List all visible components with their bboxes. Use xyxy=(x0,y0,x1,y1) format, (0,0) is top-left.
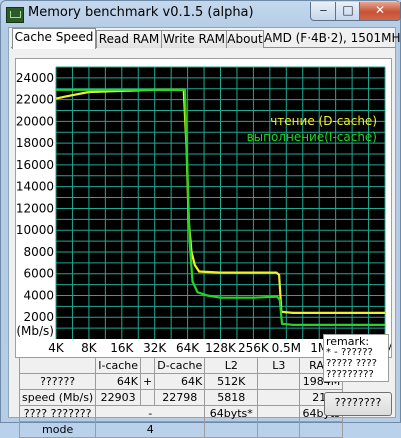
tab-about[interactable]: About xyxy=(226,30,264,48)
remark-line: ????? ???? xyxy=(326,358,377,369)
line-cache: - xyxy=(95,405,206,422)
speed-l3 xyxy=(257,389,301,406)
table-row: mode 4 xyxy=(18,421,344,438)
tab-read-ram[interactable]: Read RAM xyxy=(96,30,162,48)
client-area: Cache Speed Read RAM Write RAM About AMD… xyxy=(8,27,401,438)
tab-cache-speed[interactable]: Cache Speed xyxy=(12,28,96,49)
y-tick-label: 20000 xyxy=(16,114,54,128)
line-l2: 64byts* xyxy=(204,405,259,422)
speed-gap xyxy=(140,389,156,406)
x-tick-label: 8K xyxy=(81,341,98,355)
x-tick-label: 4K xyxy=(48,341,65,355)
table-row: ???? ??????? - 64byts* 64byts xyxy=(18,405,344,422)
x-tick-label: 128K xyxy=(205,341,237,355)
y-axis-label: (Mb/s) xyxy=(16,324,54,338)
tab-strip: Cache Speed Read RAM Write RAM About AMD… xyxy=(11,28,401,49)
y-tick-label: 14000 xyxy=(16,180,54,194)
row-label-mode: mode xyxy=(18,421,97,438)
mode-empty xyxy=(204,421,259,438)
header-l2: L2 xyxy=(204,357,259,374)
window-title: Memory benchmark v0.1.5 (alpha) xyxy=(28,5,254,20)
table-header-row: I-cache D-cache L2 L3 RAM xyxy=(18,357,344,374)
title-bar[interactable]: Memory benchmark v0.1.5 (alpha) ‒ □ ✕ xyxy=(1,1,401,27)
legend-entry: выполнение(I-cache) xyxy=(247,130,377,144)
mode-value: 4 xyxy=(95,421,206,438)
results-table: I-cache D-cache L2 L3 RAM ?????? 64K + 6… xyxy=(18,357,344,438)
y-tick-label: 12000 xyxy=(16,201,54,215)
header-cell-empty xyxy=(18,357,97,374)
size-dcache: 64K xyxy=(154,373,206,390)
legend-entry: чтение (D-cache) xyxy=(270,114,377,128)
header-dcache: D-cache xyxy=(154,357,206,374)
close-button[interactable]: ✕ xyxy=(359,2,401,21)
x-tick-label: 64K xyxy=(176,341,200,355)
header-l3: L3 xyxy=(257,357,301,374)
app-icon xyxy=(6,7,24,23)
y-tick-label: 18000 xyxy=(16,136,54,150)
y-tick-label: 2000 xyxy=(23,310,54,324)
mode-empty xyxy=(299,421,344,438)
maximize-button[interactable]: □ xyxy=(335,2,361,21)
x-tick-label: 256K xyxy=(238,341,270,355)
remark-box: remark: * - ?????? ????? ???? ????????? xyxy=(323,334,389,382)
cache-speed-panel: 2000 4000 6000 8000 10000 12000 14000 16000 1800… xyxy=(9,48,395,438)
y-tick-label: 16000 xyxy=(16,158,54,172)
table-row: speed (Mb/s) 22903 22798 5818 2183 xyxy=(18,389,344,406)
speed-chart: 2000 4000 6000 8000 10000 12000 14000 16000 1800… xyxy=(15,58,394,358)
row-label-line: ???? ??????? xyxy=(18,405,97,422)
row-label-speed: speed (Mb/s) xyxy=(18,389,97,406)
x-tick-label: 0.5M xyxy=(272,341,301,355)
x-tick-label: 16K xyxy=(110,341,134,355)
remark-line: * - ?????? xyxy=(326,347,373,358)
speed-chart-svg: 2000 4000 6000 8000 10000 12000 14000 16000 1800… xyxy=(16,66,394,355)
speed-icache: 22903 xyxy=(95,389,142,406)
cpu-info: AMD (F·4B·2), 1501MHz xyxy=(264,31,401,45)
action-button[interactable]: ???????? xyxy=(324,392,392,416)
y-tick-label: 24000 xyxy=(16,71,54,85)
y-tick-label: 8000 xyxy=(23,245,54,259)
y-tick-label: 4000 xyxy=(23,288,54,302)
line-l3 xyxy=(257,405,301,422)
x-tick-label: 32K xyxy=(143,341,167,355)
row-label-size: ?????? xyxy=(18,373,97,390)
speed-l2: 5818 xyxy=(204,389,259,406)
header-plus xyxy=(140,357,156,374)
size-icache: 64K xyxy=(95,373,142,390)
size-plus: + xyxy=(140,373,156,390)
header-icache: I-cache xyxy=(95,357,142,374)
y-tick-label: 6000 xyxy=(23,267,54,281)
y-tick-label: 22000 xyxy=(16,93,54,107)
remark-line: ????????? xyxy=(326,369,374,380)
minimize-button[interactable]: ‒ xyxy=(310,2,337,21)
speed-dcache: 22798 xyxy=(154,389,206,406)
size-l3 xyxy=(257,373,301,390)
size-l2: 512K xyxy=(204,373,259,390)
remark-title: remark: xyxy=(326,335,370,348)
tab-write-ram[interactable]: Write RAM xyxy=(161,30,227,48)
series-line-icache-exec xyxy=(56,88,385,326)
y-tick-label: 10000 xyxy=(16,223,54,237)
table-row: ?????? 64K + 64K 512K 1984M xyxy=(18,373,344,390)
mode-empty xyxy=(257,421,301,438)
